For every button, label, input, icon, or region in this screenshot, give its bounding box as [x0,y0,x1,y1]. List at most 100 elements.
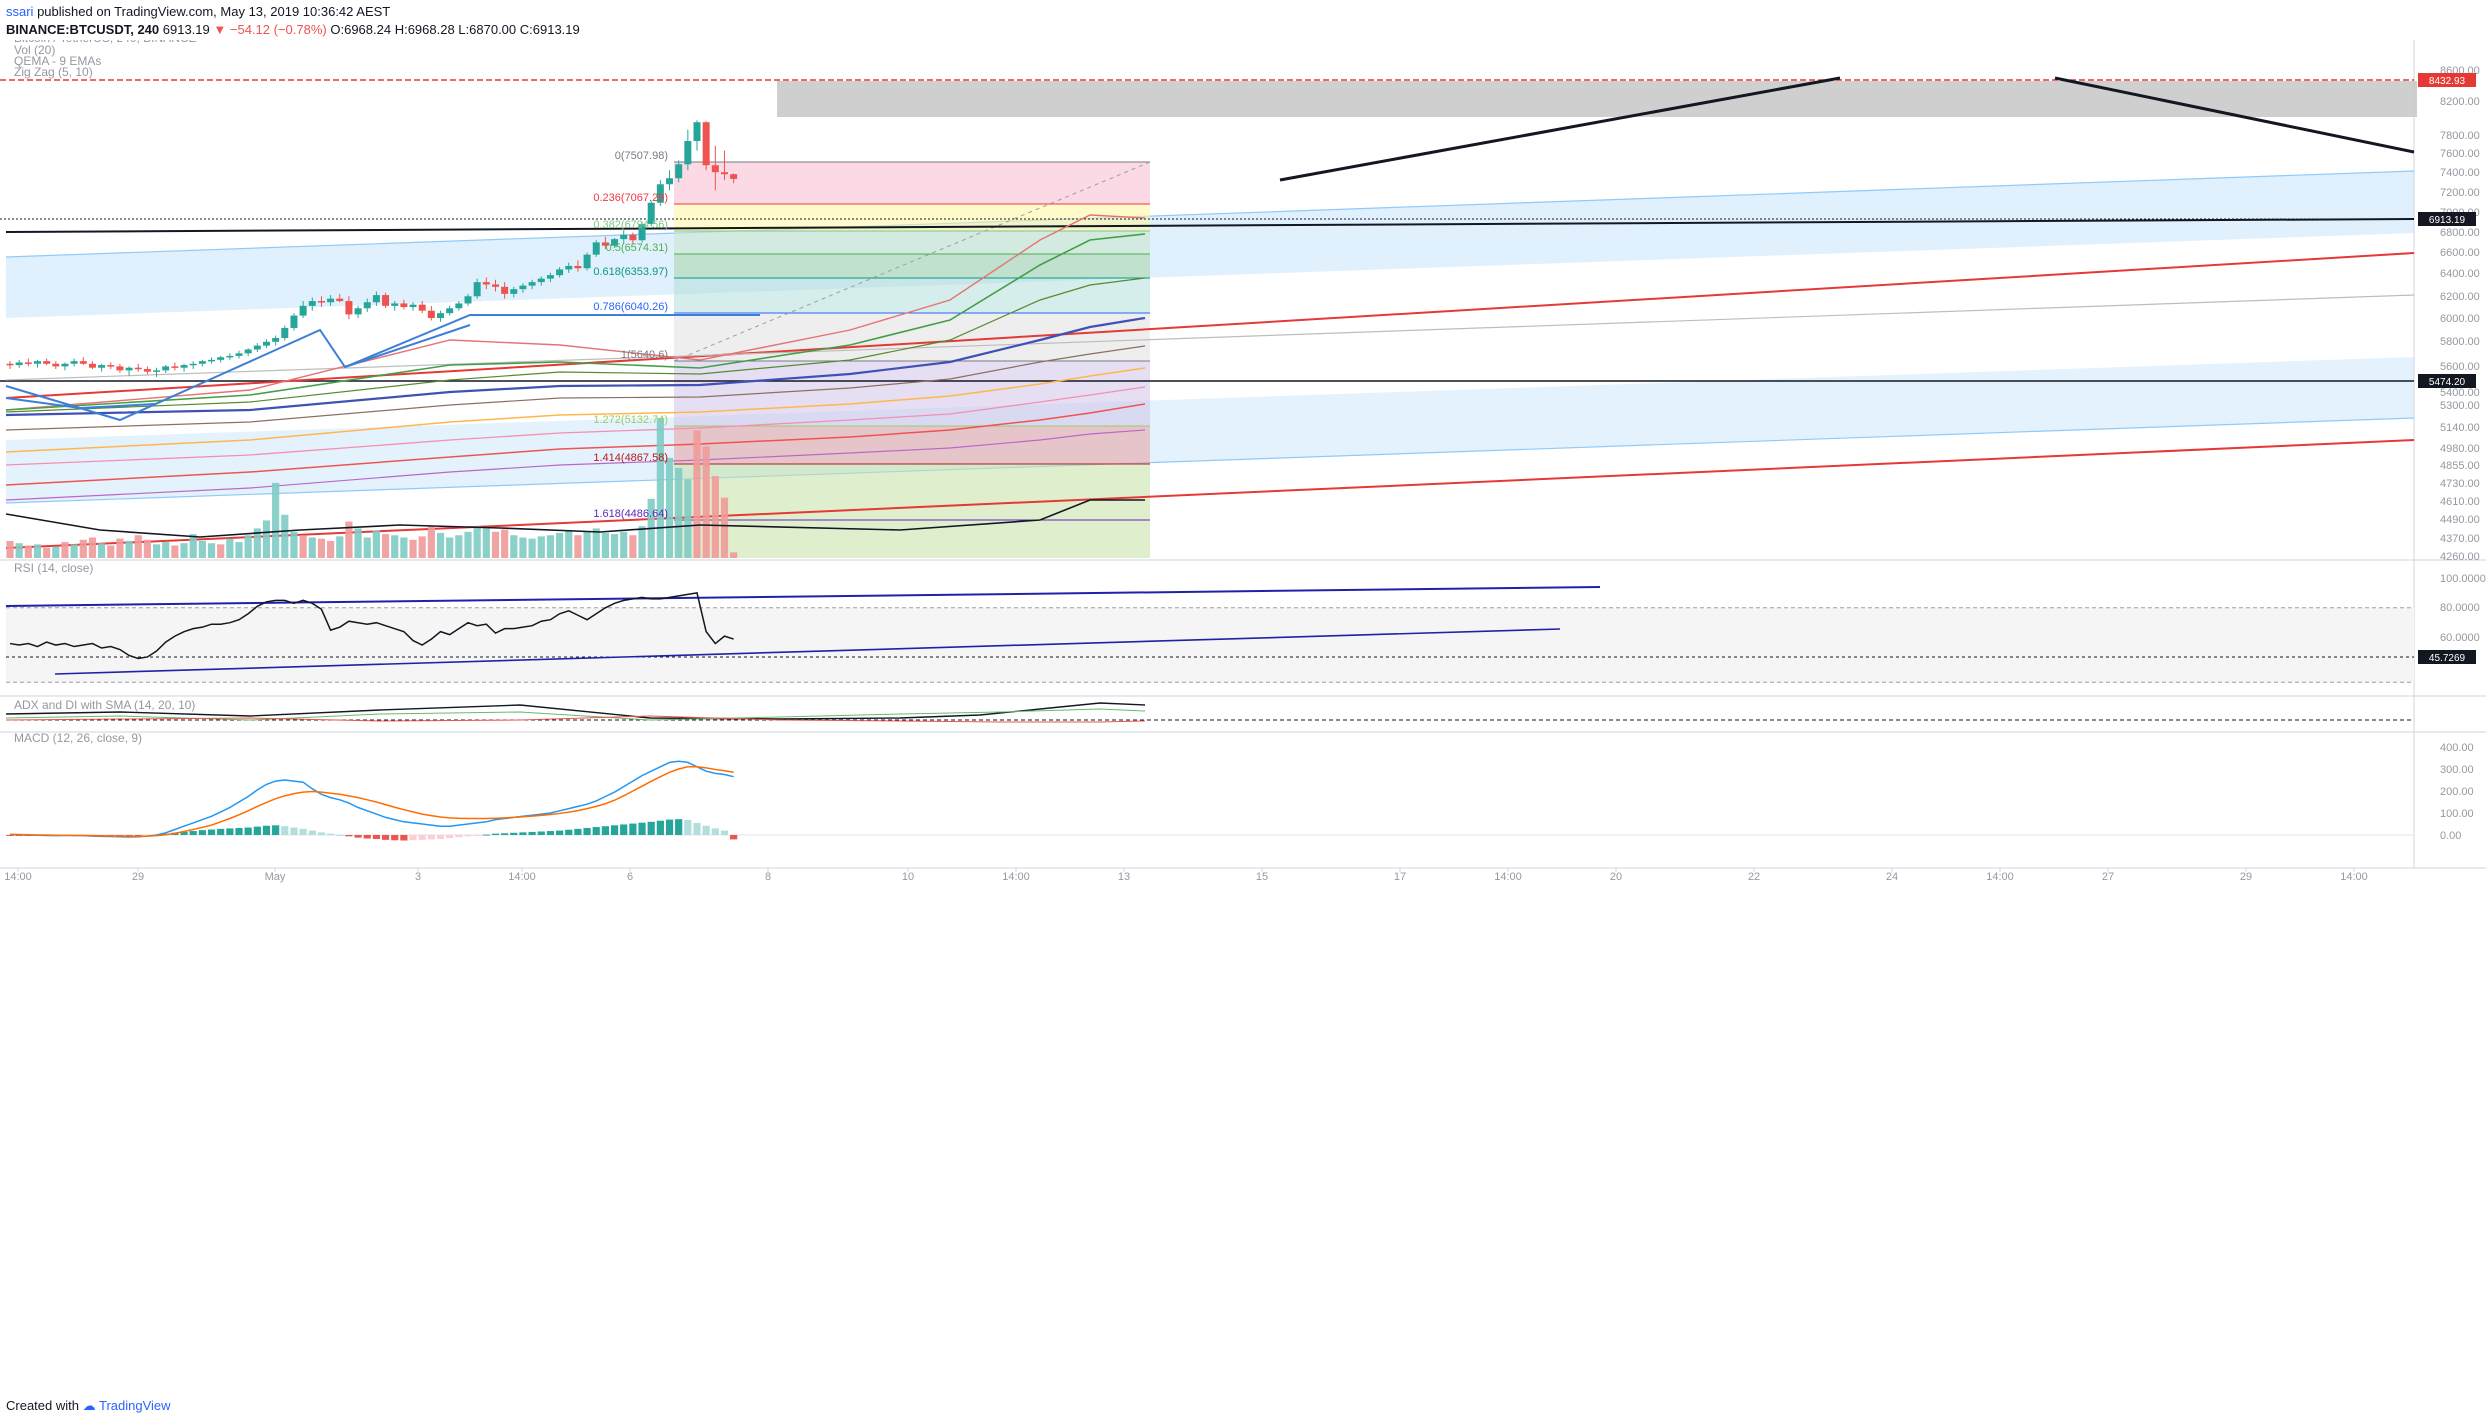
macd-histogram-bar [391,835,399,841]
rsi-axis-label: 80.0000 [2440,602,2480,614]
rsi-title: RSI (14, close) [14,561,93,575]
candle-body [262,341,270,346]
fib-level-label: 0.786(6040.26) [593,301,668,313]
volume-bar [436,532,445,558]
macd-histogram-bar [583,827,591,835]
volume-bar [427,526,435,558]
volume-bar [464,531,472,558]
macd-histogram-bar [189,831,197,835]
candle-body [464,296,472,304]
volume-bar [262,520,271,558]
volume-bar [446,537,454,558]
adx-title: ADX and DI with SMA (14, 20, 10) [14,698,195,712]
ema-line-2 [5,233,1146,411]
volume-bar [391,535,399,558]
macd-histogram-bar [620,824,628,835]
volume-bar [519,537,527,558]
channel-lower-edge [5,417,2415,504]
macd-histogram-bar [372,835,380,839]
candle-body [656,184,664,203]
zigzag-line-right [344,314,760,368]
time-axis-label: 10 [902,871,914,883]
candle-body [244,349,252,354]
footer: Created with ☁ TradingView [6,1398,171,1414]
macd-histogram-bar [610,825,619,835]
macd-histogram-bar [217,828,225,835]
candle-body [281,327,289,338]
price-axis-label: 6000.00 [2440,313,2480,325]
rsi-channel-bottom [54,628,1561,675]
tradingview-brand[interactable]: TradingView [99,1398,171,1413]
macd-histogram-bar [180,831,188,835]
fib-zone [674,464,1150,520]
macd-histogram-bar [134,835,142,837]
volume-bar [327,540,335,558]
price-tag [2418,212,2476,226]
volume-ma-line [5,499,1145,538]
candle-body [418,304,426,311]
ema-line-9 [5,429,1146,501]
macd-histogram-bar [638,822,646,835]
price-tag-label: 5474.20 [2429,377,2466,388]
rsi-axis-label: 60.0000 [2440,632,2480,644]
rsi-channel-top [5,586,1601,607]
macd-histogram-bar [675,819,683,835]
macd-histogram-bar [400,835,408,841]
volume-bar [207,543,216,558]
volume-bar [52,546,60,558]
publisher-name[interactable]: ssari [6,4,34,19]
signal-line [9,766,734,838]
price-pane-legend: Bitcoin / TetherUS, 240, BINANCE [14,40,197,45]
macd-histogram-bar [226,828,234,835]
volume-bar [134,535,142,558]
volume-bar [235,542,243,558]
time-axis-label: 17 [1394,871,1406,883]
candle-body [528,282,536,286]
price-axis-label: 4610.00 [2440,496,2480,508]
rsi-axis-label: 100.0000 [2440,573,2486,585]
time-axis-label: 14:00 [2340,871,2368,883]
macd-histogram-bar [272,825,280,835]
time-axis-label: 27 [2102,871,2114,883]
candle-body [391,303,399,306]
macd-histogram-bar [317,832,326,835]
volume-bar [354,528,362,558]
volume-bar [711,476,719,558]
regression-channel-lower [6,357,2414,503]
macd-axis-label: 0.00 [2440,830,2461,842]
macd-histogram-bar [464,835,472,837]
candle-body [482,282,490,285]
candle-body [601,242,609,246]
macd-histogram-bar [482,834,490,836]
macd-histogram-bar [501,833,509,835]
time-axis-label: 29 [2240,871,2252,883]
volume-bar [226,538,234,558]
volume-bar [189,534,197,558]
time-axis-label: 15 [1256,871,1268,883]
symbol-line: BINANCE:BTCUSDT, 240 [6,22,160,37]
candle-body [61,363,69,367]
volume-bar [665,457,674,558]
candle-body [253,345,261,350]
rsi-value-tag-label: 45.7269 [2429,653,2466,664]
zigzag-line-left [5,397,156,410]
volume-bar [574,535,582,558]
volume-bar [24,545,32,558]
macd-histogram-bar [235,827,243,835]
fib-level-label: 0.618(6353.97) [593,266,668,278]
price-axis-label: 9000.00 [2440,40,2480,43]
time-axis-label: 3 [415,871,421,883]
volume-bar [693,430,701,558]
time-axis-label: 14:00 [1002,871,1030,883]
volume-bar [381,534,390,558]
candle-body [198,361,206,364]
fib-level-label: 1.414(4867.58) [593,452,668,464]
price-axis-label: 6400.00 [2440,268,2480,280]
macd-histogram-bar [327,833,335,835]
price-axis-label: 4490.00 [2440,514,2480,526]
macd-histogram-bar [647,821,655,835]
candle-body [189,363,197,366]
chart-canvas[interactable]: 45.7269 9000.008600.008200.007800.007600… [0,40,2486,1398]
price-tag-label: 8432.93 [2429,76,2466,87]
volume-bar [180,543,188,558]
